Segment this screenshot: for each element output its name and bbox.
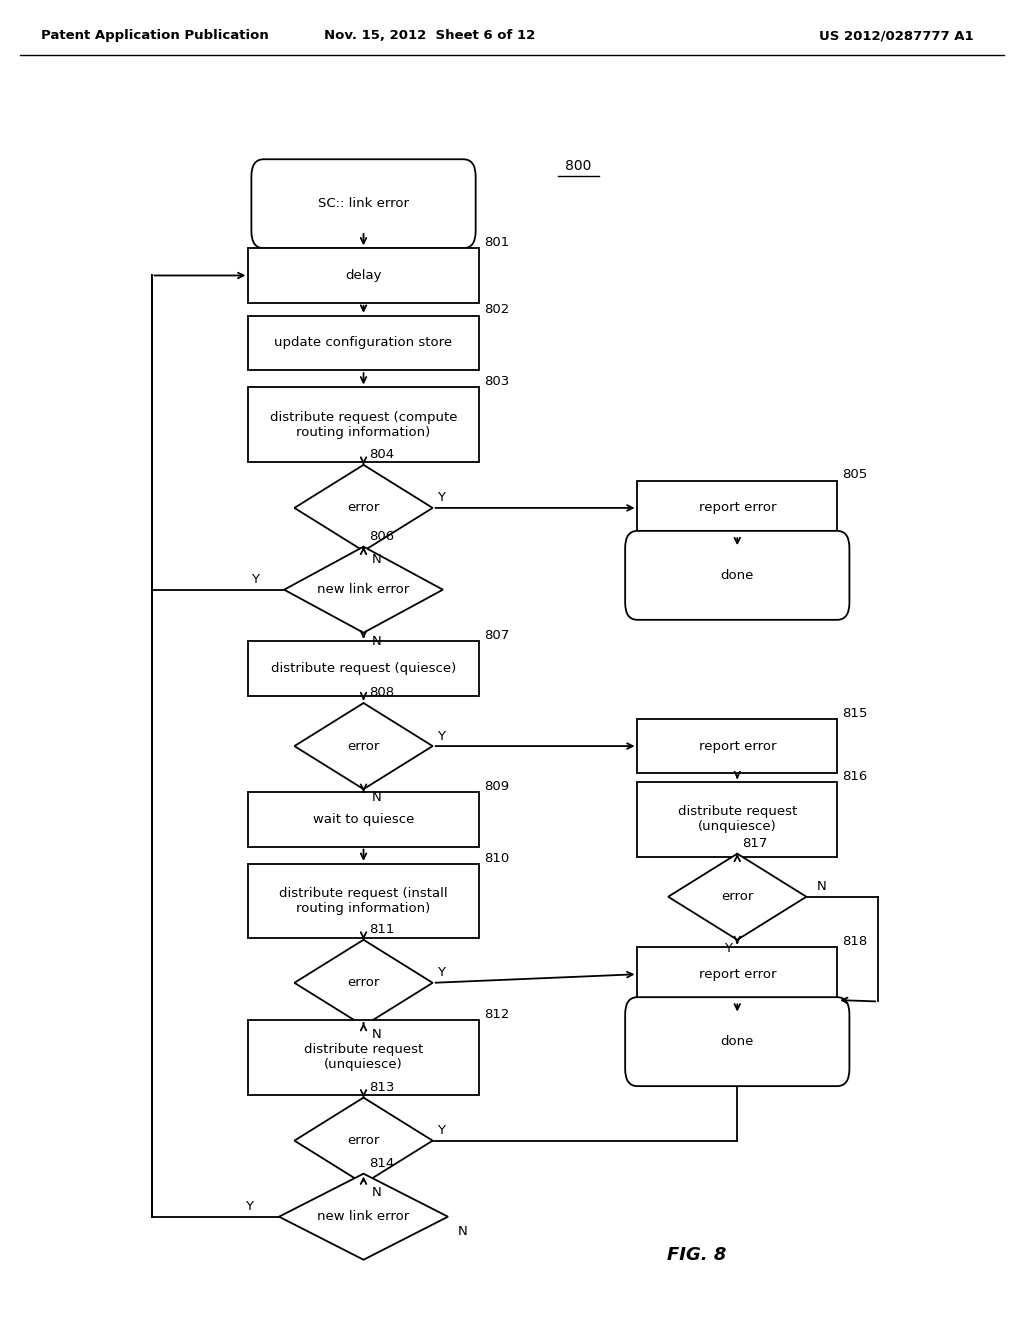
- Bar: [248, 248, 479, 302]
- Text: error: error: [347, 977, 380, 989]
- Text: 812: 812: [483, 1008, 509, 1020]
- Bar: [637, 719, 837, 774]
- Text: done: done: [721, 569, 754, 582]
- Text: Nov. 15, 2012  Sheet 6 of 12: Nov. 15, 2012 Sheet 6 of 12: [325, 29, 536, 42]
- Polygon shape: [295, 940, 432, 1026]
- Text: update configuration store: update configuration store: [274, 337, 453, 350]
- FancyBboxPatch shape: [625, 997, 849, 1086]
- Bar: [248, 863, 479, 939]
- Bar: [248, 387, 479, 462]
- Text: 816: 816: [842, 770, 867, 783]
- Bar: [248, 792, 479, 846]
- Polygon shape: [295, 465, 432, 550]
- Text: distribute request (compute
routing information): distribute request (compute routing info…: [269, 411, 458, 438]
- Text: N: N: [817, 880, 826, 894]
- Text: 810: 810: [483, 851, 509, 865]
- Text: 815: 815: [842, 706, 867, 719]
- Text: Y: Y: [437, 1125, 444, 1137]
- Text: error: error: [347, 1134, 380, 1147]
- Text: 801: 801: [483, 236, 509, 249]
- Text: error: error: [347, 739, 380, 752]
- Text: N: N: [459, 1225, 468, 1238]
- Text: 811: 811: [369, 923, 394, 936]
- Text: 803: 803: [483, 375, 509, 388]
- Bar: [248, 315, 479, 370]
- Text: 800: 800: [565, 160, 592, 173]
- Text: 814: 814: [369, 1158, 394, 1170]
- FancyBboxPatch shape: [625, 531, 849, 620]
- Bar: [248, 642, 479, 696]
- Text: Y: Y: [724, 942, 732, 954]
- Text: US 2012/0287777 A1: US 2012/0287777 A1: [819, 29, 974, 42]
- Text: report error: report error: [698, 502, 776, 515]
- Text: new link error: new link error: [317, 583, 410, 597]
- Text: report error: report error: [698, 739, 776, 752]
- Text: error: error: [721, 890, 754, 903]
- Text: wait to quiesce: wait to quiesce: [313, 813, 414, 826]
- Text: 817: 817: [742, 837, 768, 850]
- Text: Y: Y: [437, 491, 444, 504]
- Text: 807: 807: [483, 630, 509, 642]
- Bar: [248, 1020, 479, 1094]
- Text: distribute request
(unquiesce): distribute request (unquiesce): [678, 805, 797, 833]
- Bar: [637, 480, 837, 535]
- Text: 813: 813: [369, 1081, 394, 1094]
- Bar: [637, 781, 837, 857]
- Text: delay: delay: [345, 269, 382, 282]
- Polygon shape: [295, 1098, 432, 1184]
- Text: distribute request (quiesce): distribute request (quiesce): [271, 663, 456, 675]
- Text: Patent Application Publication: Patent Application Publication: [41, 29, 268, 42]
- Polygon shape: [284, 546, 442, 632]
- Polygon shape: [668, 854, 807, 940]
- Text: 802: 802: [483, 304, 509, 317]
- FancyBboxPatch shape: [251, 160, 475, 248]
- Text: N: N: [372, 1028, 382, 1041]
- Polygon shape: [295, 704, 432, 789]
- Text: Y: Y: [437, 966, 444, 979]
- Text: SC:: link error: SC:: link error: [318, 197, 409, 210]
- Text: N: N: [372, 791, 382, 804]
- Bar: [637, 946, 837, 1002]
- Text: FIG. 8: FIG. 8: [667, 1246, 726, 1265]
- Text: Y: Y: [251, 573, 258, 586]
- Text: 806: 806: [369, 531, 394, 543]
- Text: distribute request (install
routing information): distribute request (install routing info…: [280, 887, 447, 915]
- Text: 818: 818: [842, 935, 867, 948]
- Polygon shape: [279, 1173, 449, 1259]
- Text: 808: 808: [369, 686, 394, 700]
- Text: Y: Y: [437, 730, 444, 743]
- Text: 804: 804: [369, 449, 394, 461]
- Text: N: N: [372, 1185, 382, 1199]
- Text: report error: report error: [698, 968, 776, 981]
- Text: new link error: new link error: [317, 1210, 410, 1224]
- Text: Y: Y: [246, 1200, 253, 1213]
- Text: N: N: [372, 553, 382, 566]
- Text: distribute request
(unquiesce): distribute request (unquiesce): [304, 1043, 423, 1072]
- Text: N: N: [372, 635, 382, 648]
- Text: error: error: [347, 502, 380, 515]
- Text: 809: 809: [483, 780, 509, 793]
- Text: 805: 805: [842, 469, 867, 482]
- Text: done: done: [721, 1035, 754, 1048]
